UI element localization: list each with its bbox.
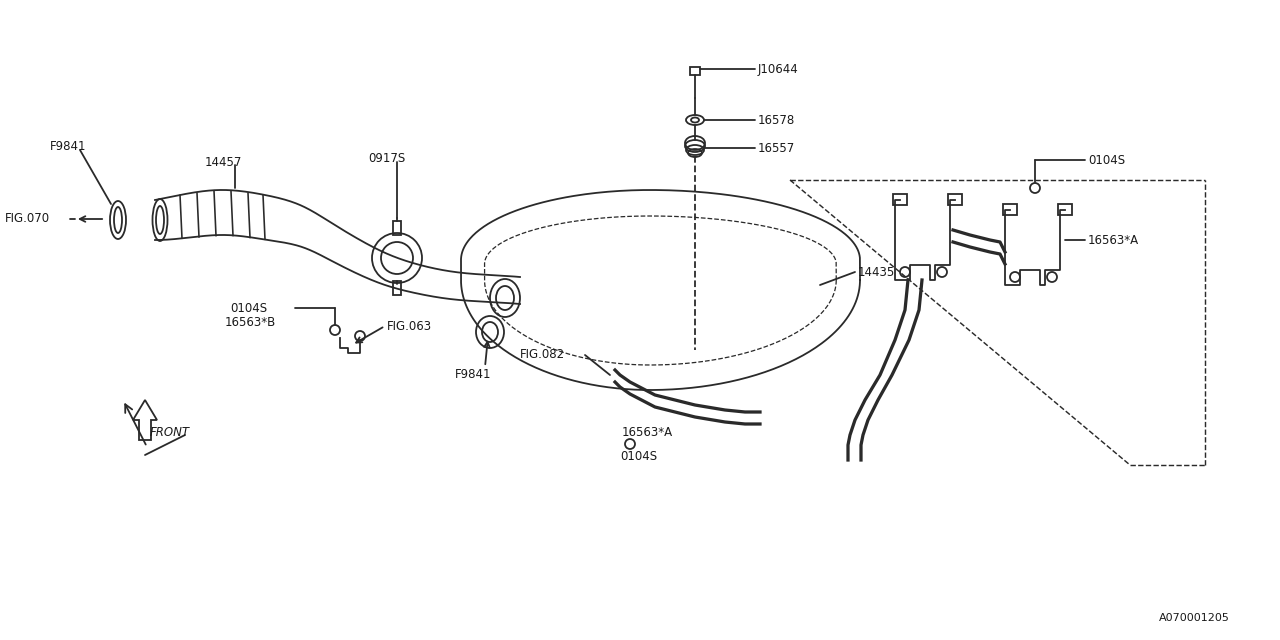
Bar [393, 281, 401, 295]
Text: FRONT: FRONT [150, 426, 189, 440]
Bar [690, 67, 700, 75]
Text: A070001205: A070001205 [1160, 613, 1230, 623]
Text: 0104S: 0104S [1088, 154, 1125, 166]
Bar [948, 194, 963, 205]
Text: FIG.063: FIG.063 [387, 319, 433, 333]
Bar [1004, 204, 1018, 215]
Text: F9841: F9841 [50, 141, 87, 154]
Text: 0104S: 0104S [230, 301, 268, 314]
Text: 16557: 16557 [758, 141, 795, 154]
Text: 14457: 14457 [205, 156, 242, 168]
Text: J10644: J10644 [758, 63, 799, 76]
Text: F9841: F9841 [454, 367, 492, 381]
Text: 14435: 14435 [858, 266, 895, 278]
Text: 0104S: 0104S [620, 451, 657, 463]
Text: 16563*B: 16563*B [225, 317, 276, 330]
Bar [1059, 204, 1073, 215]
Text: FIG.082: FIG.082 [520, 349, 566, 362]
Text: 0917S: 0917S [369, 152, 406, 166]
Text: 16578: 16578 [758, 113, 795, 127]
Bar [393, 221, 401, 235]
Text: 16563*A: 16563*A [1088, 234, 1139, 246]
Text: FIG.070: FIG.070 [5, 212, 50, 225]
Bar [893, 194, 908, 205]
Text: 16563*A: 16563*A [622, 426, 673, 440]
